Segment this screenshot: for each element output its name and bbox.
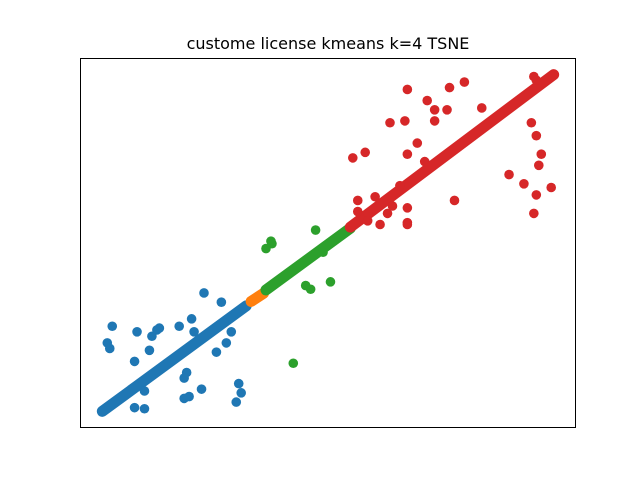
cluster-0-point <box>236 388 246 398</box>
cluster-0-point <box>179 373 189 383</box>
cluster-2-point <box>288 358 299 369</box>
cluster-0-point <box>184 391 194 402</box>
cluster-2-point <box>318 247 328 258</box>
cluster-0-point <box>233 378 244 389</box>
cluster-3-point <box>531 130 542 141</box>
cluster-3-band <box>344 69 560 233</box>
cluster-3-point <box>362 216 373 226</box>
cluster-0-point <box>129 356 140 367</box>
cluster-0-point <box>144 345 155 356</box>
cluster-3-point <box>449 195 460 206</box>
cluster-3-point <box>375 219 385 230</box>
cluster-0-point <box>231 397 242 407</box>
cluster-3-point <box>531 190 542 200</box>
cluster-3-point <box>546 182 556 193</box>
cluster-3-point <box>400 116 410 126</box>
cluster-3-point <box>476 103 487 113</box>
cluster-3-point <box>531 75 542 85</box>
cluster-3-point <box>504 169 514 180</box>
cluster-3-point <box>370 191 380 202</box>
cluster-2-point <box>305 284 316 295</box>
cluster-2-point <box>325 277 336 287</box>
cluster-3-point <box>422 95 433 106</box>
cluster-0-point <box>216 297 227 308</box>
cluster-0-point <box>199 288 209 298</box>
cluster-3-point <box>419 156 430 167</box>
cluster-2-point <box>267 238 277 249</box>
cluster-3-point <box>402 84 413 95</box>
cluster-3-point <box>362 208 373 219</box>
cluster-3-point <box>444 82 455 93</box>
cluster-0-point <box>147 331 157 342</box>
cluster-3-point <box>529 208 539 219</box>
cluster-3-point <box>402 149 413 159</box>
cluster-0-point <box>129 402 140 413</box>
scatter-points <box>102 71 556 414</box>
cluster-3-point <box>352 195 363 206</box>
cluster-2-point <box>310 225 321 235</box>
cluster-3-point <box>519 179 529 189</box>
cluster-0-point <box>154 323 165 333</box>
cluster-3-point <box>526 117 537 128</box>
cluster-3-point <box>534 160 544 171</box>
cluster-3-point <box>402 203 413 213</box>
cluster-3-point <box>442 105 452 115</box>
cluster-0-point <box>196 384 207 394</box>
cluster-0-point <box>107 321 118 332</box>
cluster-1-band <box>245 287 270 307</box>
cluster-3-point <box>412 138 423 148</box>
cluster-3-point <box>360 147 371 158</box>
cluster-3-point <box>348 153 358 163</box>
cluster-0-point <box>189 327 199 337</box>
cluster-3-point <box>459 77 470 87</box>
cluster-3-point <box>382 208 393 219</box>
cluster-0-point <box>139 403 150 414</box>
cluster-3-point <box>385 117 395 128</box>
cluster-0-point <box>186 314 197 324</box>
cluster-3-point <box>352 206 363 217</box>
cluster-2-band <box>260 222 356 296</box>
cluster-0-point <box>102 338 113 348</box>
chart-title: custome license kmeans k=4 TSNE <box>187 34 470 53</box>
cluster-3-point <box>402 219 413 230</box>
cluster-0-point <box>226 327 237 337</box>
cluster-3-point <box>387 201 398 211</box>
cluster-0-point <box>174 321 184 332</box>
cluster-3-point <box>395 180 405 191</box>
cluster-3-point <box>429 105 440 115</box>
cluster-0-point <box>221 338 232 348</box>
cluster-0-point <box>219 317 229 328</box>
cluster-0-point <box>139 386 150 396</box>
cluster-0-point <box>132 327 142 337</box>
cluster-3-point <box>536 149 547 159</box>
cluster-0-point <box>211 347 222 357</box>
plot-frame <box>80 58 576 428</box>
cluster-3-point <box>429 116 440 126</box>
